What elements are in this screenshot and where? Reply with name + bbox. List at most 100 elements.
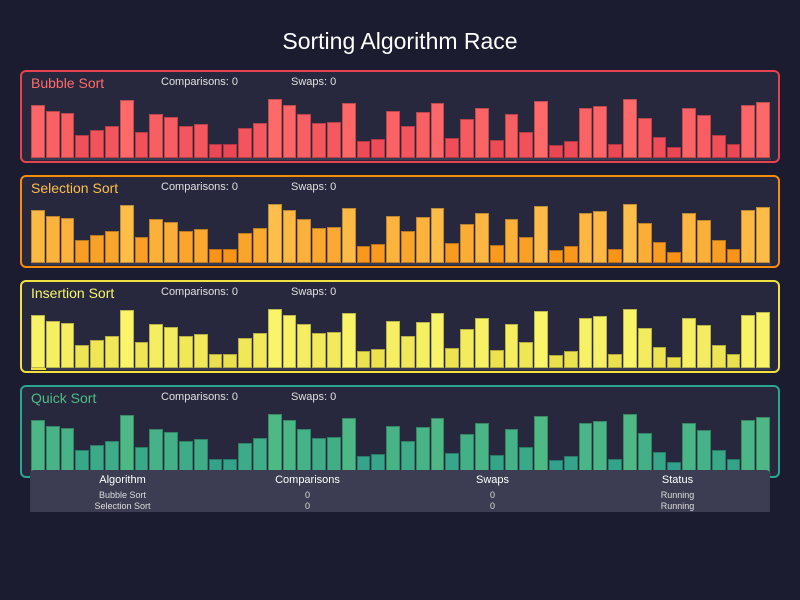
algorithm-name: Selection Sort <box>31 180 119 196</box>
bar <box>105 231 119 263</box>
bar <box>401 441 415 473</box>
bar <box>445 242 460 263</box>
bar <box>475 107 489 158</box>
bar <box>489 350 504 368</box>
bar <box>652 242 667 263</box>
bar <box>179 441 193 473</box>
progress-bar <box>31 263 771 265</box>
bar <box>578 212 593 263</box>
bar <box>593 420 608 473</box>
bar <box>253 437 267 473</box>
swaps-label: Swaps: <box>291 76 331 88</box>
bar <box>623 309 637 368</box>
bar <box>267 99 282 158</box>
bar <box>415 427 430 473</box>
bar <box>475 422 489 473</box>
bar <box>105 126 119 158</box>
bar <box>519 342 534 368</box>
bar <box>371 139 386 158</box>
bar <box>578 107 593 158</box>
bar <box>75 344 90 368</box>
bar <box>667 252 682 263</box>
bar <box>149 429 164 473</box>
bar <box>430 102 445 158</box>
bar <box>519 237 534 263</box>
bar <box>238 128 252 158</box>
bar <box>223 249 238 263</box>
bar <box>667 147 682 158</box>
bar <box>223 144 238 158</box>
algorithm-name: Bubble Sort <box>31 75 105 91</box>
swaps-value: 0 <box>330 391 337 403</box>
bar <box>297 218 312 263</box>
bar <box>223 354 238 368</box>
bar <box>519 132 534 158</box>
bar <box>549 250 563 263</box>
bar <box>682 423 696 473</box>
bar <box>60 113 75 158</box>
bar <box>282 315 297 368</box>
bar <box>445 347 460 368</box>
bar <box>415 217 430 263</box>
bar <box>149 114 164 158</box>
bar <box>164 327 178 368</box>
stats-table: Algorithm Comparisons Swaps Status Bubbl… <box>30 470 770 512</box>
bar <box>179 336 193 368</box>
bar <box>312 333 326 368</box>
bar <box>578 317 593 368</box>
bar <box>667 357 682 368</box>
bar <box>341 313 356 368</box>
comparisons-value: 0 <box>231 391 239 403</box>
bar <box>756 102 770 158</box>
bar <box>75 239 90 263</box>
bar <box>179 126 193 158</box>
cell-swaps: 0 <box>489 501 495 511</box>
bar <box>549 355 563 368</box>
bar <box>652 347 667 368</box>
cell-algorithm: Bubble Sort <box>98 490 147 500</box>
bar <box>45 216 60 263</box>
bar <box>90 340 104 368</box>
bar <box>193 333 208 368</box>
bar <box>134 132 149 158</box>
bar <box>682 318 696 368</box>
bar <box>31 105 45 158</box>
bar <box>430 417 445 473</box>
bar <box>238 233 252 263</box>
bars-area <box>31 201 771 263</box>
cell-swaps: 0 <box>489 490 495 500</box>
header-status: Status <box>661 474 694 486</box>
algorithm-name: Insertion Sort <box>31 285 115 301</box>
bar <box>534 101 548 158</box>
swaps-value: 0 <box>330 181 337 193</box>
bar <box>534 311 548 368</box>
bar <box>563 141 578 158</box>
bar <box>608 249 622 263</box>
panel-bubble-sort: Bubble Sort Comparisons: 0 Swaps: 0 <box>20 70 780 163</box>
progress-bar <box>31 368 771 370</box>
bar <box>253 332 267 368</box>
bars-area <box>31 306 771 368</box>
bar <box>386 320 400 368</box>
table-row: Selection Sort 0 0 Running <box>30 501 770 512</box>
bar <box>534 416 548 473</box>
bar <box>623 204 637 263</box>
bar <box>105 336 119 368</box>
bar <box>327 227 341 263</box>
bar <box>149 324 164 368</box>
swaps-counter: Swaps: 0 <box>291 286 336 298</box>
bar <box>460 329 474 368</box>
comparisons-counter: Comparisons: 0 <box>161 286 238 298</box>
bar <box>327 437 341 473</box>
bar <box>90 130 104 158</box>
comparisons-counter: Comparisons: 0 <box>161 76 238 88</box>
comparisons-value: 0 <box>231 286 239 298</box>
cell-status: Running <box>660 501 695 511</box>
swaps-label: Swaps: <box>291 181 331 193</box>
swaps-value: 0 <box>330 286 337 298</box>
bar <box>415 112 430 158</box>
comparisons-label: Comparisons: <box>161 391 232 403</box>
panel-insertion-sort: Insertion Sort Comparisons: 0 Swaps: 0 <box>20 280 780 373</box>
bar <box>697 429 711 473</box>
bar <box>741 315 756 368</box>
